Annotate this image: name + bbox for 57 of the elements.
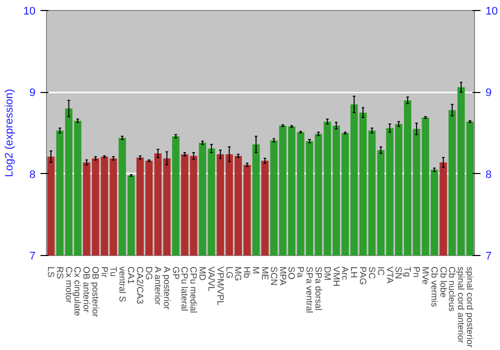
x-tick-label: ME xyxy=(260,266,270,280)
x-tick-label: Cx motor xyxy=(64,266,74,304)
x-tick-label: SPa dorsal xyxy=(313,266,324,311)
x-tick-label: VTA xyxy=(384,266,395,284)
x-tick-label: M xyxy=(251,266,262,274)
x-tick-label: ventral S xyxy=(117,266,128,302)
x-tick-label: CPu medial xyxy=(188,266,199,314)
y2-tick-label: 7 xyxy=(486,250,492,262)
y-tick-label: 7 xyxy=(29,250,36,262)
x-tick-label: Tu xyxy=(108,266,118,277)
x-tick-label: LS xyxy=(46,266,56,278)
x-tick-label: OB anterior xyxy=(82,266,92,313)
x-tick-label: GP xyxy=(170,266,181,280)
y-tick-label: 10 xyxy=(23,6,36,18)
x-tick-label: IC xyxy=(376,266,386,276)
x-tick-label: Cb nucleus xyxy=(447,266,458,312)
x-tick-label: DG xyxy=(144,266,154,280)
x-tick-label: SCN xyxy=(268,266,279,286)
y-tick-label: 8 xyxy=(29,168,36,181)
x-tick-label: Pa xyxy=(296,266,306,278)
x-tick-label: CPu lateral xyxy=(180,266,190,312)
x-tick-label: CA2/CA3 xyxy=(135,266,146,304)
x-tick-label: spinal cord posterior xyxy=(465,266,476,348)
y2-tick-label: 8 xyxy=(486,168,492,181)
x-tick-label: OB posterior xyxy=(90,266,101,318)
x-tick-label: MG xyxy=(233,266,244,281)
x-tick-label: Tg xyxy=(402,266,413,278)
x-tick-label: SO xyxy=(286,266,297,280)
x-tick-label: spinal cord anterior xyxy=(456,266,466,344)
x-tick-label: Cb vermis xyxy=(429,266,440,308)
x-tick-label: Arc xyxy=(340,266,350,280)
x-tick-label: A posterior xyxy=(162,266,172,310)
x-tick-label: VPM/VPL xyxy=(215,266,226,306)
x-tick-label: LG xyxy=(224,266,234,279)
y-axis-title: Log2 (expression) xyxy=(3,88,16,178)
x-tick-label: VMH xyxy=(331,266,342,286)
x-tick-label: LH xyxy=(349,266,360,278)
x-tick-label: SN xyxy=(394,266,404,280)
x-tick-label: Pir xyxy=(99,266,110,278)
x-tick-label: MPA xyxy=(278,266,288,286)
x-tick-label: Cx cingulate xyxy=(72,266,83,316)
x-tick-label: Pn xyxy=(412,266,422,278)
x-tick-label: MVe xyxy=(420,266,430,285)
x-tick-label: CA1 xyxy=(126,266,136,284)
x-tick-label: MD xyxy=(198,266,208,281)
y-tick-label: 9 xyxy=(29,87,36,100)
x-tick-label: A anterior xyxy=(152,266,163,306)
x-tick-label: DM xyxy=(322,266,332,280)
x-tick-label: PAG xyxy=(358,266,368,285)
x-tick-label: Hb xyxy=(242,266,252,278)
y2-tick-label: 9 xyxy=(486,87,492,100)
x-tick-label: SPa ventral xyxy=(304,266,315,314)
x-tick-label: RS xyxy=(54,266,65,280)
y2-tick-label: 10 xyxy=(486,6,498,18)
x-tick-label: SC xyxy=(366,266,377,280)
x-tick-label: Cb lobe xyxy=(438,266,448,298)
x-tick-label: VA/VL xyxy=(206,266,216,292)
